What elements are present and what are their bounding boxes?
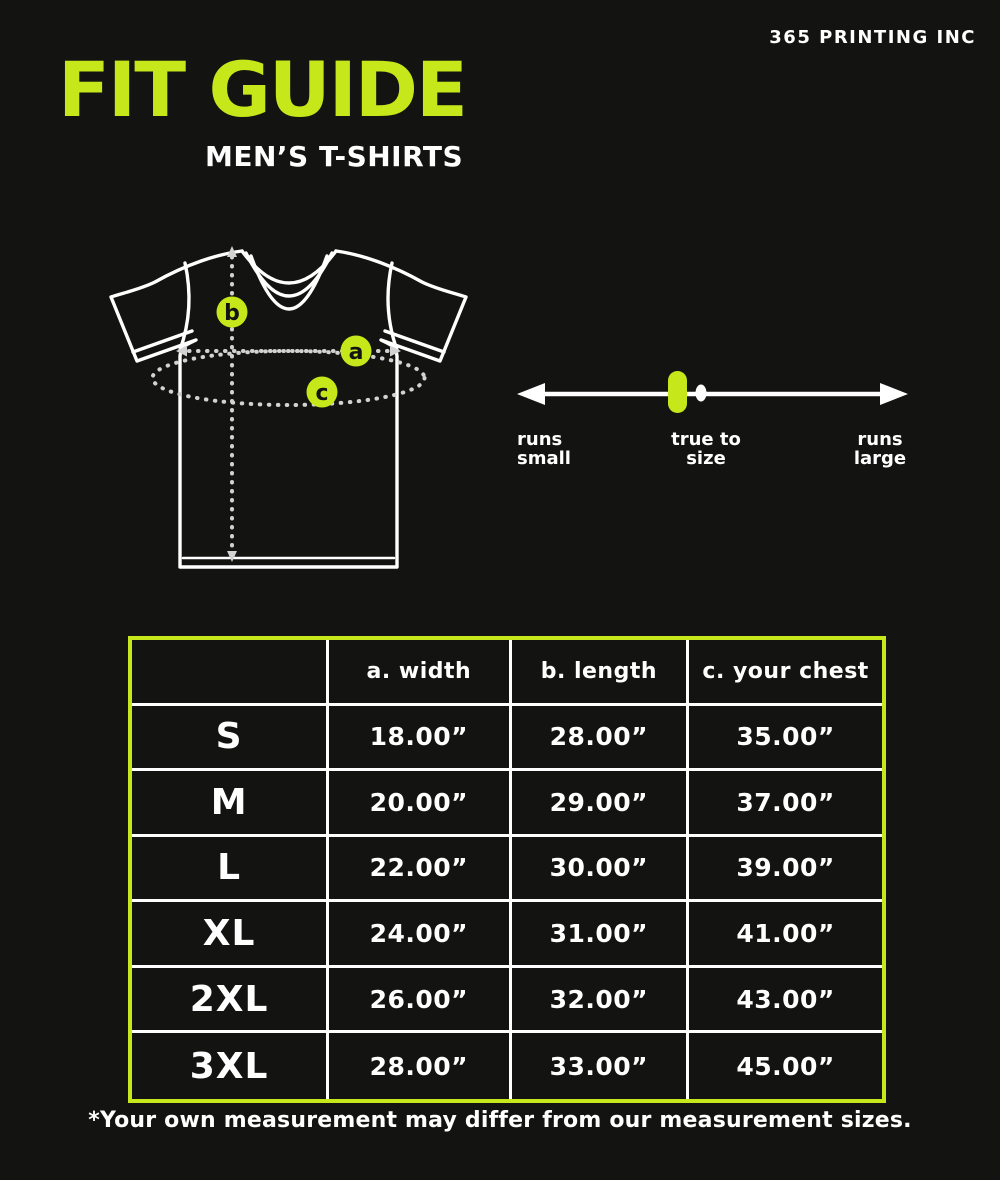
table-value-cell: 20.00” (329, 771, 512, 837)
table-size-cell: XL (132, 902, 330, 968)
footnote: *Your own measurement may differ from ou… (88, 1108, 912, 1133)
chest-dotted-ellipse (150, 349, 427, 407)
marker-a: a (340, 335, 372, 367)
scale-label-runs-large: runs large (838, 430, 922, 468)
table-value-cell: 39.00” (689, 837, 882, 903)
size-table: a. width b. length c. your chest S 18.00” 28.… (128, 636, 886, 1103)
scale-label-line: runs (857, 429, 903, 450)
width-arrow-right (390, 345, 401, 357)
table-size-cell: 2XL (132, 967, 330, 1034)
table-value-cell: 18.00” (329, 705, 512, 772)
width-arrow-left (176, 345, 187, 357)
marker-c-label: c (315, 381, 328, 406)
scale-label-runs-small: runs small (517, 430, 571, 468)
left-sleeve-seam (178, 261, 191, 352)
fit-scale-arrow-left (517, 383, 545, 405)
fit-scale-slider-pill (668, 371, 687, 413)
marker-b: b (216, 296, 248, 328)
table-value-cell: 30.00” (511, 836, 690, 903)
table-value-cell: 45.00” (736, 1051, 835, 1081)
table-value-cell: 35.00” (689, 706, 882, 772)
right-sleeve-seam (386, 261, 399, 352)
table-size-cell: M (132, 771, 330, 837)
table-value-cell: 24.00” (329, 902, 512, 968)
table-value-cell: 43.00” (689, 968, 882, 1034)
tshirt-measurement-diagram: b a c (109, 246, 468, 569)
fit-scale-marker-dot (695, 384, 707, 402)
table-value-cell: 41.00” (689, 902, 882, 968)
tshirt-outline (109, 249, 468, 569)
table-value-cell: 28.00” (329, 1033, 512, 1099)
marker-c-circle (306, 376, 338, 408)
scale-label-line: small (517, 448, 571, 469)
length-arrow-bottom (227, 551, 237, 562)
table-value-cell: 22.00” (329, 836, 512, 903)
page-subtitle: MEN’S T-SHIRTS (205, 140, 464, 173)
scale-label-line: true to (671, 429, 741, 450)
table-header-cell: b. length (511, 640, 690, 706)
right-cuff-line (383, 329, 446, 354)
fit-scale (517, 371, 908, 413)
brand-name: 365 PRINTING INC (769, 27, 976, 48)
table-value-cell: 33.00” (512, 1033, 690, 1099)
length-arrow-top (227, 246, 237, 257)
table-header-cell (132, 640, 330, 706)
fit-scale-arrow-right (880, 383, 908, 405)
marker-a-label: a (349, 340, 364, 365)
collar-arc-inner (249, 254, 329, 311)
table-value-cell: 32.00” (511, 967, 690, 1034)
table-value-cell: 26.00” (329, 967, 512, 1034)
table-size-cell: 3XL (132, 1033, 330, 1099)
table-size-cell: S (132, 705, 330, 772)
left-cuff-line (131, 329, 194, 354)
scale-label-true-to-size: true to size (645, 430, 767, 468)
marker-c: c (306, 376, 338, 408)
page-title: FIT GUIDE (58, 45, 468, 134)
table-size-cell: L (132, 836, 330, 903)
table-header-cell: a. width (329, 640, 512, 706)
table-value-cell: 29.00” (511, 771, 690, 837)
marker-a-circle (340, 335, 372, 367)
table-value-cell: 31.00” (511, 902, 690, 968)
marker-b-label: b (224, 301, 240, 326)
scale-label-line: large (853, 448, 907, 469)
marker-b-circle (216, 296, 248, 328)
scale-label-line: runs (517, 429, 563, 450)
table-value-cell: 28.00” (511, 705, 690, 772)
table-header-cell: c. your chest (689, 640, 882, 706)
scale-label-line: size (686, 448, 726, 469)
table-value-cell: 37.00” (689, 771, 882, 837)
